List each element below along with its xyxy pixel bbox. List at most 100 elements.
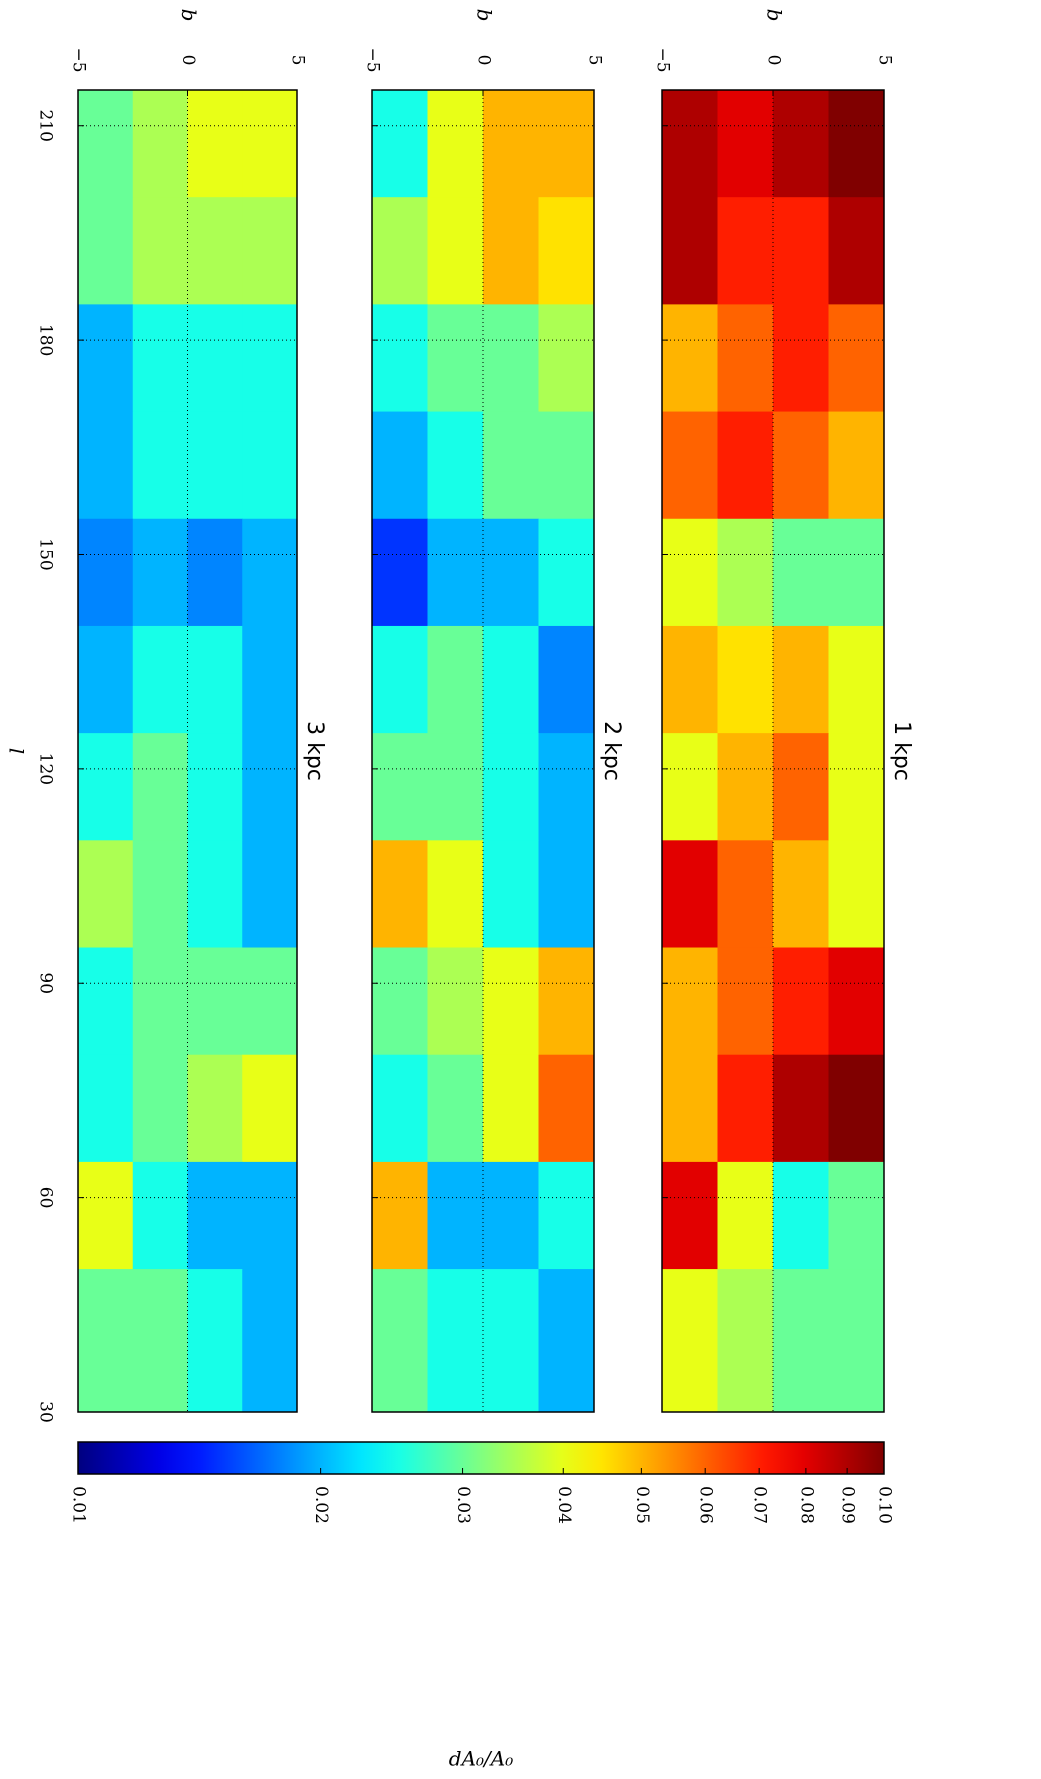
l-tick-label: 120 [36,753,56,785]
b-tick-label: 0 [178,55,198,66]
heatmap-cell [773,90,829,198]
heatmap-cell [187,1161,243,1270]
b-axis-label: b [177,9,201,22]
heatmap-cell [78,840,134,949]
heatmap-cell [773,947,829,1056]
heatmap-cell [427,1269,484,1413]
heatmap-cell [187,411,243,520]
heatmap-cell [132,304,188,413]
heatmap-cell [132,1269,188,1413]
heatmap-cell [828,518,885,627]
heatmap-cell [427,1054,484,1163]
heatmap-cell [538,411,595,520]
heatmap-cell [717,90,774,198]
heatmap-cell [187,304,243,413]
heatmap-cell [828,1054,885,1163]
heatmap-cell [538,840,595,949]
colorbar-tick-label: 0.02 [311,1486,331,1524]
heatmap-cell [717,733,774,841]
heatmap-cell [132,90,188,198]
heatmap-cell [427,90,484,198]
heatmap-cell [662,733,718,841]
heatmap-cell [828,1161,885,1270]
heatmap-cell [828,1269,885,1413]
heatmap-cell [242,304,298,413]
heatmap-cell [483,1161,539,1270]
heatmap-cell [773,1161,829,1270]
panel-title: 3 kpc [302,721,327,781]
heatmap-cell [372,304,428,413]
l-tick-label: 150 [36,538,56,570]
heatmap-cell [717,1054,774,1163]
b-tick-label: 5 [288,55,308,66]
b-tick-label: −5 [653,47,673,72]
heatmap-cell [242,947,298,1056]
heatmap-cell [242,1054,298,1163]
heatmap-cell [773,304,829,413]
heatmap-cell [717,1161,774,1270]
heatmap-cell [132,411,188,520]
heatmap-cell [773,625,829,734]
heatmap-cell [483,733,539,841]
heatmap-cell [483,947,539,1056]
heatmap-cell [828,840,885,949]
heatmap-cell [242,518,298,627]
heatmap-cell [828,947,885,1056]
b-tick-label: 0 [474,55,494,66]
heatmap-cell [483,625,539,734]
heatmap-cell [242,1161,298,1270]
b-tick-label: −5 [69,47,89,72]
heatmap-cell [717,197,774,305]
heatmap-cell [427,304,484,413]
heatmap-cell [773,518,829,627]
heatmap-cell [372,90,428,198]
heatmap-cell [132,625,188,734]
heatmap-cell [662,1054,718,1163]
colorbar-label: dA₀/A₀ [449,1747,513,1771]
b-tick-label: 0 [764,55,784,66]
heatmap-cell [828,304,885,413]
heatmap-cell [828,90,885,198]
heatmap-cell [662,1269,718,1413]
heatmap-cell [187,90,243,198]
b-tick-label: 5 [585,55,605,66]
heatmap-cell [132,1054,188,1163]
heatmap-cell [538,947,595,1056]
heatmap-cell [242,90,298,198]
heatmap-cell [662,947,718,1056]
heatmap-cell [828,625,885,734]
heatmap-cell [132,197,188,305]
heatmap-cell [717,411,774,520]
heatmap-cell [427,947,484,1056]
heatmap-cell [538,1054,595,1163]
colorbar-tick-label: 0.01 [69,1486,89,1524]
heatmap-cell [538,625,595,734]
heatmap-cell [372,197,428,305]
panel-title: 1 kpc [889,721,914,781]
heatmap-cell [187,1054,243,1163]
heatmap-cell [427,518,484,627]
heatmap-cell [538,90,595,198]
heatmap-cell [717,947,774,1056]
heatmap-cell [187,947,243,1056]
heatmap-cell [372,625,428,734]
l-tick-label: 60 [36,1187,56,1209]
l-tick-label: 30 [36,1401,56,1423]
heatmap-cell [242,1269,298,1413]
heatmap-cell [187,625,243,734]
heatmap-cell [538,197,595,305]
heatmap-cell [132,947,188,1056]
colorbar [77,1441,885,1475]
b-axis-label: b [763,9,787,22]
b-tick-label: 5 [875,55,895,66]
heatmap-cell [538,518,595,627]
heatmap-cell [662,1161,718,1270]
heatmap-cell [78,518,134,627]
heatmap-cell [717,840,774,949]
heatmap-cell [427,840,484,949]
heatmap-cell [78,411,134,520]
heatmap-cell [427,1161,484,1270]
heatmap-cell [538,1269,595,1413]
